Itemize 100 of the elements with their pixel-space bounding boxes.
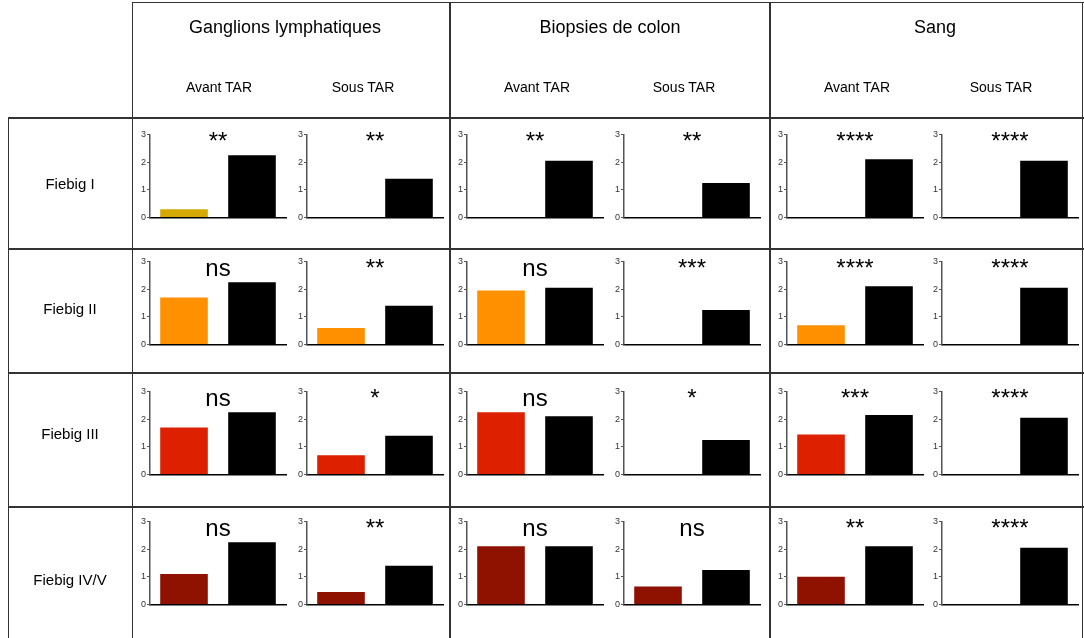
annotation: **** bbox=[836, 127, 874, 155]
y-tick-label: 3 bbox=[614, 255, 621, 266]
y-tick-label: 1 bbox=[777, 311, 784, 322]
y-tick-label: 0 bbox=[777, 339, 784, 350]
y-tick-label: 0 bbox=[932, 339, 939, 350]
y-tick-label: 2 bbox=[140, 543, 147, 554]
annotation: ** bbox=[365, 127, 385, 155]
annotation: ** bbox=[845, 514, 865, 542]
y-tick-label: 0 bbox=[614, 339, 621, 350]
annotation: ns bbox=[205, 514, 231, 542]
y-tick-label: 2 bbox=[297, 283, 304, 294]
y-tick-label: 3 bbox=[457, 128, 464, 139]
y-tick-label: 2 bbox=[457, 283, 464, 294]
y-tick-label: 1 bbox=[932, 571, 939, 582]
y-tick-label: 3 bbox=[777, 128, 784, 139]
y-tick-label: 2 bbox=[932, 283, 939, 294]
text: Avant TAR bbox=[503, 79, 571, 95]
y-tick-label: 1 bbox=[932, 441, 939, 452]
y-tick-label: 0 bbox=[614, 469, 621, 480]
y-tick-label: 0 bbox=[932, 469, 939, 480]
annotation: *** bbox=[840, 384, 870, 412]
annotation: **** bbox=[991, 384, 1029, 412]
y-tick-label: 3 bbox=[140, 515, 147, 526]
y-tick-label: 0 bbox=[297, 339, 304, 350]
y-tick-label: 0 bbox=[614, 212, 621, 223]
y-tick-label: 3 bbox=[614, 385, 621, 396]
y-tick-label: 3 bbox=[932, 385, 939, 396]
y-tick-label: 2 bbox=[932, 543, 939, 554]
annotation: **** bbox=[991, 127, 1029, 155]
y-tick-label: 1 bbox=[932, 311, 939, 322]
y-tick-label: 2 bbox=[614, 156, 621, 167]
y-tick-label: 1 bbox=[457, 571, 464, 582]
y-tick-label: 3 bbox=[614, 128, 621, 139]
y-tick-label: 2 bbox=[777, 413, 784, 424]
y-tick-label: 0 bbox=[777, 599, 784, 610]
y-tick-label: 2 bbox=[297, 543, 304, 554]
y-tick-label: 1 bbox=[777, 184, 784, 195]
y-tick-label: 3 bbox=[297, 255, 304, 266]
y-tick-label: 0 bbox=[140, 599, 147, 610]
y-tick-label: 2 bbox=[140, 156, 147, 167]
annotation: * bbox=[687, 384, 697, 412]
annotation: **** bbox=[991, 514, 1029, 542]
text: Fiebig I bbox=[45, 174, 95, 192]
text: Sous TAR bbox=[652, 79, 716, 95]
y-tick-label: 3 bbox=[297, 515, 304, 526]
annotation: ns bbox=[522, 254, 548, 282]
annotation: * bbox=[370, 384, 380, 412]
y-tick-label: 1 bbox=[614, 184, 621, 195]
y-tick-label: 2 bbox=[777, 543, 784, 554]
y-tick-label: 3 bbox=[297, 128, 304, 139]
annotation: ** bbox=[365, 514, 385, 542]
y-tick-label: 3 bbox=[777, 385, 784, 396]
y-tick-label: 1 bbox=[777, 441, 784, 452]
y-tick-label: 2 bbox=[140, 283, 147, 294]
y-tick-label: 2 bbox=[932, 413, 939, 424]
y-tick-label: 0 bbox=[297, 212, 304, 223]
y-tick-label: 0 bbox=[614, 599, 621, 610]
y-tick-label: 2 bbox=[777, 156, 784, 167]
y-tick-label: 0 bbox=[457, 339, 464, 350]
y-tick-label: 1 bbox=[140, 184, 147, 195]
y-tick-label: 2 bbox=[614, 283, 621, 294]
y-tick-label: 3 bbox=[140, 255, 147, 266]
y-tick-label: 0 bbox=[297, 469, 304, 480]
y-tick-label: 2 bbox=[777, 283, 784, 294]
y-tick-label: 2 bbox=[297, 413, 304, 424]
y-tick-label: 1 bbox=[457, 311, 464, 322]
y-tick-label: 3 bbox=[457, 255, 464, 266]
y-tick-label: 2 bbox=[297, 156, 304, 167]
y-tick-label: 3 bbox=[777, 255, 784, 266]
y-tick-label: 1 bbox=[777, 571, 784, 582]
y-tick-label: 2 bbox=[614, 543, 621, 554]
text: Fiebig II bbox=[43, 299, 97, 317]
y-tick-label: 3 bbox=[932, 128, 939, 139]
annotation: ns bbox=[679, 514, 705, 542]
text: Fiebig III bbox=[41, 424, 99, 442]
y-tick-label: 3 bbox=[457, 515, 464, 526]
y-tick-label: 1 bbox=[614, 571, 621, 582]
y-tick-label: 3 bbox=[932, 515, 939, 526]
y-tick-label: 1 bbox=[140, 441, 147, 452]
y-tick-label: 0 bbox=[140, 339, 147, 350]
y-tick-label: 2 bbox=[932, 156, 939, 167]
text: Biopsies de colon bbox=[539, 16, 681, 38]
y-tick-label: 1 bbox=[457, 184, 464, 195]
y-tick-label: 1 bbox=[932, 184, 939, 195]
y-tick-label: 0 bbox=[297, 599, 304, 610]
y-tick-label: 3 bbox=[777, 515, 784, 526]
y-tick-label: 0 bbox=[932, 212, 939, 223]
y-tick-label: 0 bbox=[457, 212, 464, 223]
y-tick-label: 2 bbox=[457, 543, 464, 554]
y-tick-label: 3 bbox=[932, 255, 939, 266]
y-tick-label: 1 bbox=[297, 571, 304, 582]
y-tick-label: 1 bbox=[614, 441, 621, 452]
y-tick-label: 3 bbox=[140, 385, 147, 396]
annotation: ns bbox=[522, 514, 548, 542]
y-tick-label: 1 bbox=[457, 441, 464, 452]
text: Sang bbox=[913, 16, 957, 38]
y-tick-label: 2 bbox=[140, 413, 147, 424]
text: Sous TAR bbox=[969, 79, 1033, 95]
text: Avant TAR bbox=[823, 79, 891, 95]
y-tick-label: 1 bbox=[297, 184, 304, 195]
